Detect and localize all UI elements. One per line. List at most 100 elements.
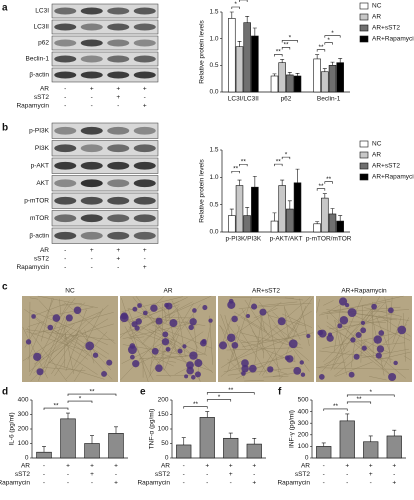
bar [339, 420, 355, 459]
cell [137, 303, 142, 308]
panel-label: e [140, 387, 146, 398]
cell [259, 308, 267, 316]
y-axis-label: TNF-α (pg/ml) [149, 409, 156, 450]
blot-band [107, 161, 130, 170]
legend-label: AR [372, 152, 381, 159]
blot-band [54, 144, 77, 153]
x-tick-label: p62 [281, 96, 292, 103]
cell [31, 314, 36, 319]
membrane-texture [322, 305, 380, 363]
blot-strip [51, 67, 159, 83]
cell [245, 314, 251, 319]
membrane-texture [284, 305, 289, 339]
significance-label: * [242, 0, 245, 1]
membrane-texture [85, 309, 88, 311]
significance-bracket [231, 6, 240, 9]
membrane-texture [132, 296, 192, 371]
error-bar [330, 208, 335, 214]
treatment-mark: - [346, 480, 348, 487]
membrane-texture [139, 355, 195, 359]
treatment-mark: - [67, 480, 69, 487]
legend-swatch [359, 35, 369, 43]
treatment-mark: + [116, 256, 120, 263]
panel-label: b [2, 123, 8, 134]
cell [131, 321, 138, 328]
membrane-texture [328, 311, 392, 377]
micrograph-title: AR [163, 288, 172, 295]
membrane-texture [334, 320, 347, 375]
membrane-texture [42, 329, 88, 360]
membrane-texture [335, 361, 373, 377]
significance-bracket [346, 401, 372, 404]
treatment-mark: - [91, 103, 93, 110]
error-bar [237, 179, 242, 186]
membrane-texture [252, 330, 282, 372]
cell [186, 366, 194, 375]
legend-label: AR+sST2 [372, 25, 400, 32]
significance-bracket [281, 40, 298, 43]
y-tick-label: 1.5 [209, 147, 218, 154]
y-tick-label: 1.5 [209, 9, 218, 16]
bar [228, 215, 236, 233]
blot-band [133, 231, 156, 240]
membrane-texture [326, 306, 401, 314]
error-bar [90, 435, 94, 444]
significance-bracket [324, 35, 341, 38]
cell [184, 374, 189, 379]
blot-band [80, 23, 103, 31]
membrane-texture [54, 311, 102, 333]
bar [243, 22, 251, 93]
error-bar [229, 208, 234, 216]
cell [155, 317, 163, 325]
error-bar [252, 27, 257, 36]
error-bar [237, 41, 242, 47]
cell [375, 352, 382, 359]
membrane-texture [176, 308, 186, 357]
membrane-texture [36, 324, 75, 363]
y-tick-label: 200 [298, 432, 309, 439]
membrane-texture [402, 312, 406, 362]
membrane-texture [226, 347, 298, 351]
bar [235, 185, 244, 233]
membrane-texture [26, 327, 67, 382]
significance-label: ** [276, 49, 282, 56]
blot-band [133, 23, 156, 31]
bar [313, 58, 321, 93]
treatment-mark: + [143, 247, 147, 254]
membrane-texture [62, 320, 87, 344]
legend-swatch [359, 151, 369, 159]
membrane-texture [33, 332, 73, 374]
error-bar [345, 413, 350, 421]
blot-band [133, 179, 156, 188]
membrane-texture [65, 304, 109, 344]
y-axis-label: Relative protein levels [199, 19, 206, 83]
treatment-mark: + [114, 480, 118, 487]
membrane-texture [32, 316, 70, 345]
cell [373, 335, 382, 344]
membrane-texture [364, 307, 402, 317]
blot-band [54, 39, 77, 47]
membrane-texture [128, 334, 154, 351]
y-tick-label: 0.5 [209, 201, 218, 208]
membrane-texture [333, 305, 342, 352]
treatment-mark: - [323, 463, 325, 470]
significance-label: ** [89, 388, 95, 395]
bar [363, 441, 379, 459]
membrane-texture [29, 297, 39, 300]
blot-strip [51, 122, 159, 139]
membrane-texture [244, 299, 271, 339]
error-bar [330, 61, 335, 66]
cell [164, 302, 169, 308]
significance-bracket [67, 400, 93, 404]
y-tick-label: 0.0 [209, 89, 218, 96]
error-bar [315, 54, 320, 59]
membrane-texture [44, 367, 86, 371]
treatment-name: sST2 [15, 471, 31, 478]
cell [25, 339, 32, 345]
membrane-texture [360, 304, 363, 363]
membrane-texture [261, 297, 314, 376]
membrane-texture [316, 367, 410, 370]
blot-band [54, 126, 77, 135]
y-tick-label: 200 [158, 397, 169, 404]
cell [47, 324, 54, 331]
